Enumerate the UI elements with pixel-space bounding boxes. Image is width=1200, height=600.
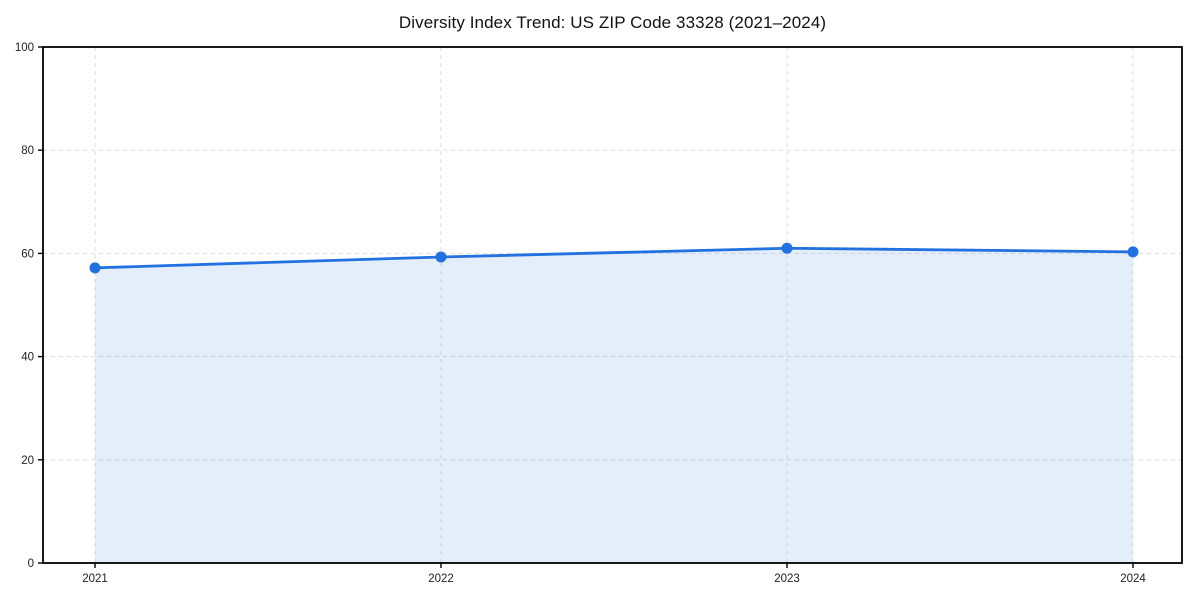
y-tick-label: 60 [21,248,34,260]
trend-line [93,246,1135,270]
chart-title: Diversity Index Trend: US ZIP Code 33328… [398,13,827,32]
data-point-2021 [89,262,101,274]
x-tick-label: 2023 [774,573,800,585]
data-point-2023 [781,242,793,254]
area-fill [95,248,1133,564]
data-point-2024 [1127,246,1139,258]
y-tick-label: 20 [21,455,34,467]
x-tick-label: 2022 [428,573,454,585]
axes-frame [42,46,1183,564]
y-tick-label: 100 [15,42,34,54]
data-point-2022 [435,251,447,263]
y-tick-label: 0 [28,558,34,570]
y-tick-label: 80 [21,145,34,157]
y-tick-label: 40 [21,352,34,364]
x-tick-label: 2021 [82,573,108,585]
x-tick-label: 2024 [1120,573,1146,585]
